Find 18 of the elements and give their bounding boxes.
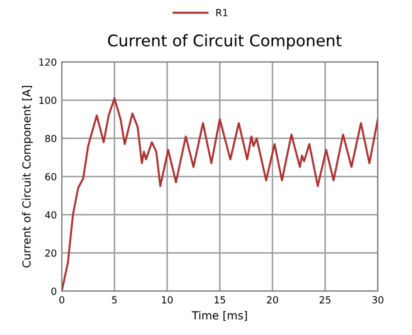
legend-label: R1 — [216, 9, 228, 16]
y-tick-label: 60 — [45, 173, 56, 180]
x-tick-label: 30 — [372, 296, 384, 304]
y-tick-label: 0 — [51, 288, 56, 295]
chart-title: Current of Circuit Component — [108, 34, 342, 50]
x-tick-label: 10 — [162, 296, 173, 304]
y-tick-label: 120 — [39, 58, 56, 66]
x-tick-label: 15 — [214, 296, 226, 304]
x-tick-label: 20 — [266, 296, 278, 304]
y-tick-label: 20 — [45, 249, 56, 257]
x-tick-label: 25 — [320, 296, 330, 304]
x-axis-title: Time [ms] — [192, 310, 247, 321]
y-tick-label: 80 — [45, 134, 56, 142]
x-tick-label: 0 — [59, 296, 64, 304]
x-tick-label: 5 — [112, 296, 117, 304]
y-axis-title: Current of Circuit Component [A] — [22, 86, 33, 268]
y-tick-label: 40 — [45, 211, 56, 219]
y-tick-label: 100 — [39, 96, 56, 104]
